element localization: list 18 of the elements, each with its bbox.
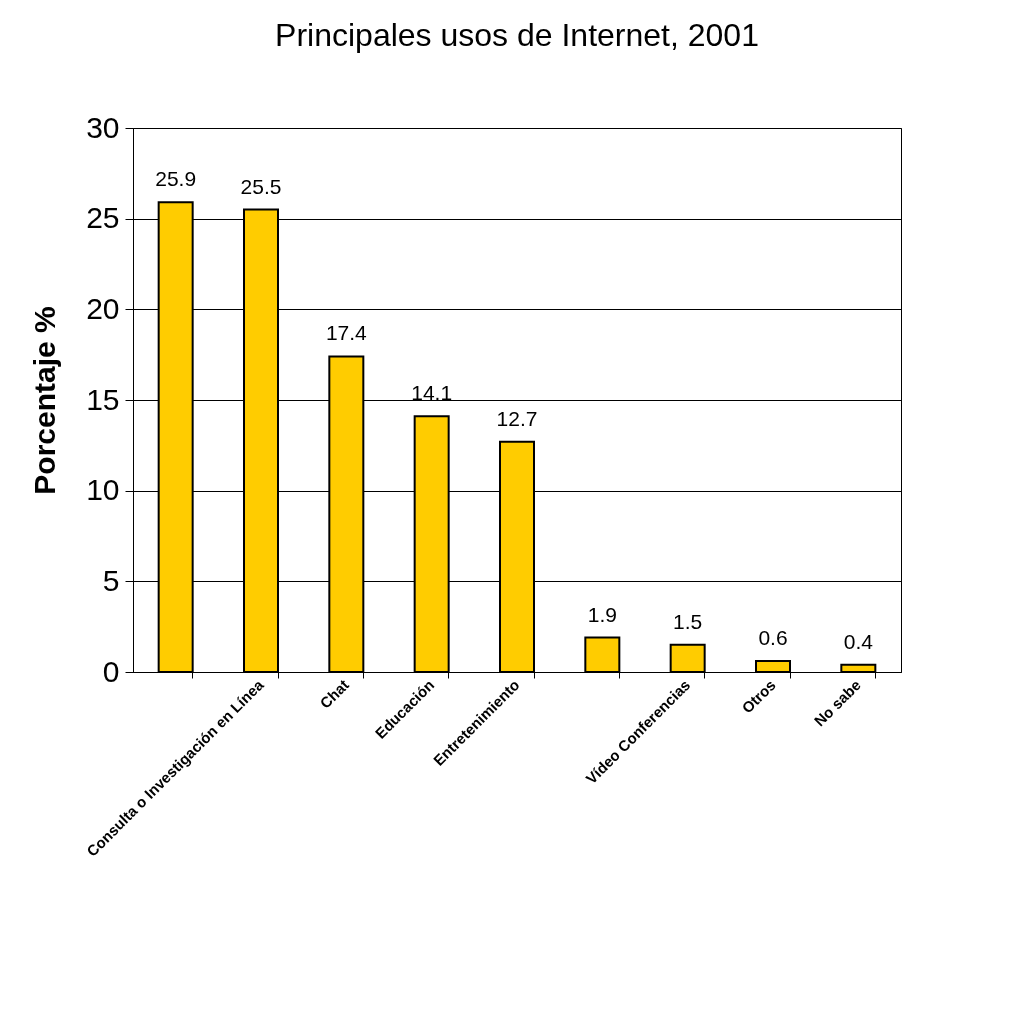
chart-title: Principales usos de Internet, 2001 [275, 17, 759, 53]
y-tick-label: 30 [86, 110, 120, 144]
data-label: 14.1 [411, 381, 453, 405]
data-label: 12.7 [496, 406, 538, 430]
y-axis-title: Porcentaje % [28, 306, 62, 495]
data-label: 1.5 [673, 609, 703, 633]
y-tick-label: 0 [102, 654, 120, 688]
data-label: 0.6 [758, 626, 788, 650]
data-label: 25.9 [155, 167, 197, 191]
data-label: 17.4 [325, 321, 368, 345]
data-label: 1.9 [587, 602, 617, 626]
y-tick-label: 25 [86, 201, 120, 235]
data-label: 0.4 [843, 629, 874, 653]
y-tick-label: 15 [86, 382, 120, 416]
y-tick-label: 10 [86, 473, 120, 507]
y-tick-label: 5 [102, 563, 120, 597]
y-tick-label: 20 [86, 291, 120, 325]
data-label: 25.5 [240, 174, 282, 198]
